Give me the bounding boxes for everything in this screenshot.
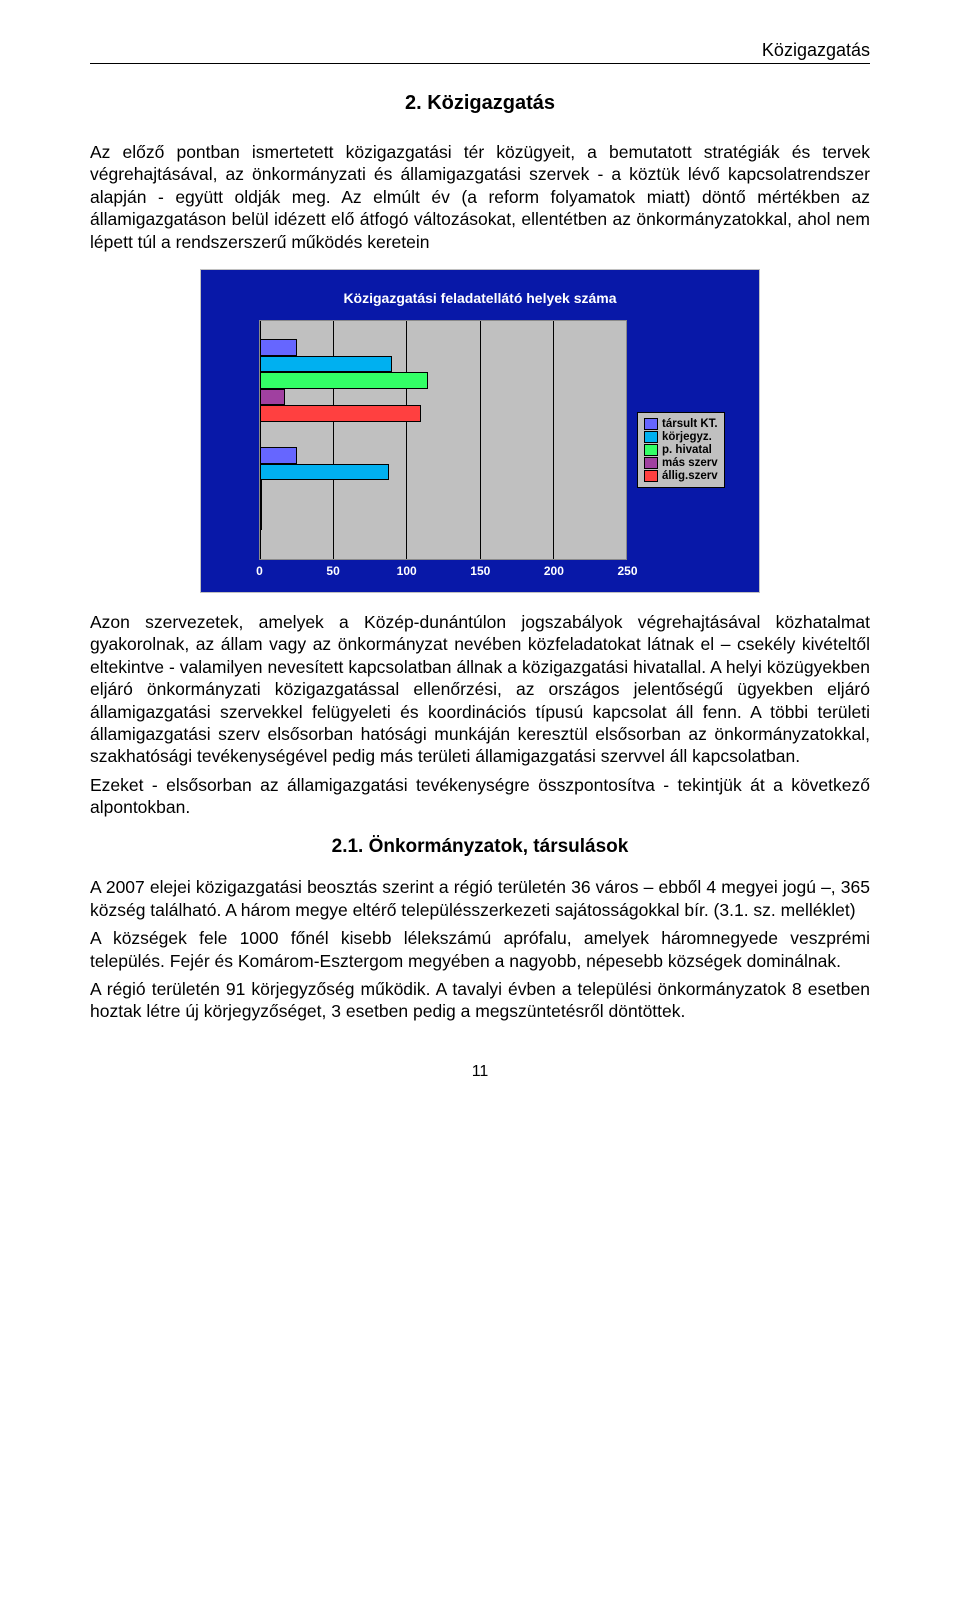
legend-item: p. hivatal: [644, 444, 718, 456]
gridline: [480, 321, 481, 559]
bar-2007-lligszerv: [260, 405, 421, 421]
chart-container: Közigazgatási feladatellátó helyek száma…: [200, 269, 760, 593]
legend-item: társult KT.: [644, 418, 718, 430]
paragraph-6: A régió területén 91 körjegyzőség működi…: [90, 978, 870, 1023]
page-header-section: Közigazgatás: [90, 40, 870, 64]
x-tick-label: 200: [544, 564, 564, 578]
bar-2007-phivatal: [260, 372, 428, 388]
legend-column: társult KT.körjegyz.p. hivatalmás szervá…: [627, 320, 747, 580]
section-title: 2. Közigazgatás: [90, 92, 870, 115]
x-tick-label: 250: [617, 564, 637, 578]
legend-label: más szerv: [662, 457, 718, 469]
legend-swatch: [644, 444, 658, 456]
legend-box: társult KT.körjegyz.p. hivatalmás szervá…: [637, 412, 725, 488]
paragraph-2: Azon szervezetek, amelyek a Közép-dunánt…: [90, 611, 870, 768]
legend-swatch: [644, 470, 658, 482]
gridline: [553, 321, 554, 559]
legend-label: p. hivatal: [662, 444, 712, 456]
bar-2007-trsultKT: [260, 339, 297, 355]
paragraph-4: A 2007 elejei közigazgatási beosztás sze…: [90, 876, 870, 921]
bar-2007-krjegyz: [260, 356, 392, 372]
legend-swatch: [644, 457, 658, 469]
legend-item: más szerv: [644, 457, 718, 469]
x-axis-ticks: 050100150200250: [259, 564, 627, 580]
legend-label: társult KT.: [662, 418, 718, 430]
paragraph-3: Ezeket - elsősorban az államigazgatási t…: [90, 774, 870, 819]
plot-area: 20072006: [259, 320, 627, 560]
chart-body: 20072006 0 50 100 150 200 250 társult KT.körj…: [201, 320, 759, 592]
x-tick-label: 50: [326, 564, 339, 578]
bar-2006-lligszerv: [260, 513, 262, 529]
bar-2006-phivatal: [260, 480, 262, 496]
legend-item: állig.szerv: [644, 470, 718, 482]
legend-swatch: [644, 431, 658, 443]
x-tick-label: 150: [470, 564, 490, 578]
y-axis-labels: [213, 320, 259, 580]
legend-label: körjegyz.: [662, 431, 712, 443]
page-number: 11: [90, 1063, 870, 1081]
document-page: Közigazgatás 2. Közigazgatás Az előző po…: [0, 0, 960, 1111]
paragraph-5: A községek fele 1000 főnél kisebb léleks…: [90, 927, 870, 972]
bar-2006-msszerv: [260, 497, 262, 513]
gridline: [626, 321, 627, 559]
x-tick-label: 0: [256, 564, 263, 578]
legend-label: állig.szerv: [662, 470, 718, 482]
x-tick-label: 100: [397, 564, 417, 578]
plot-column: 20072006 050100150200250: [259, 320, 627, 580]
bar-2007-msszerv: [260, 389, 285, 405]
bar-2006-trsultKT: [260, 447, 297, 463]
subsection-heading: 2.1. Önkormányzatok, társulások: [90, 836, 870, 858]
gridline: [406, 321, 407, 559]
legend-item: körjegyz.: [644, 431, 718, 443]
legend-swatch: [644, 418, 658, 430]
chart-title: Közigazgatási feladatellátó helyek száma: [201, 270, 759, 320]
chart-box: Közigazgatási feladatellátó helyek száma…: [200, 269, 760, 593]
bar-2006-krjegyz: [260, 464, 389, 480]
paragraph-1: Az előző pontban ismertetett közigazgatá…: [90, 141, 870, 253]
